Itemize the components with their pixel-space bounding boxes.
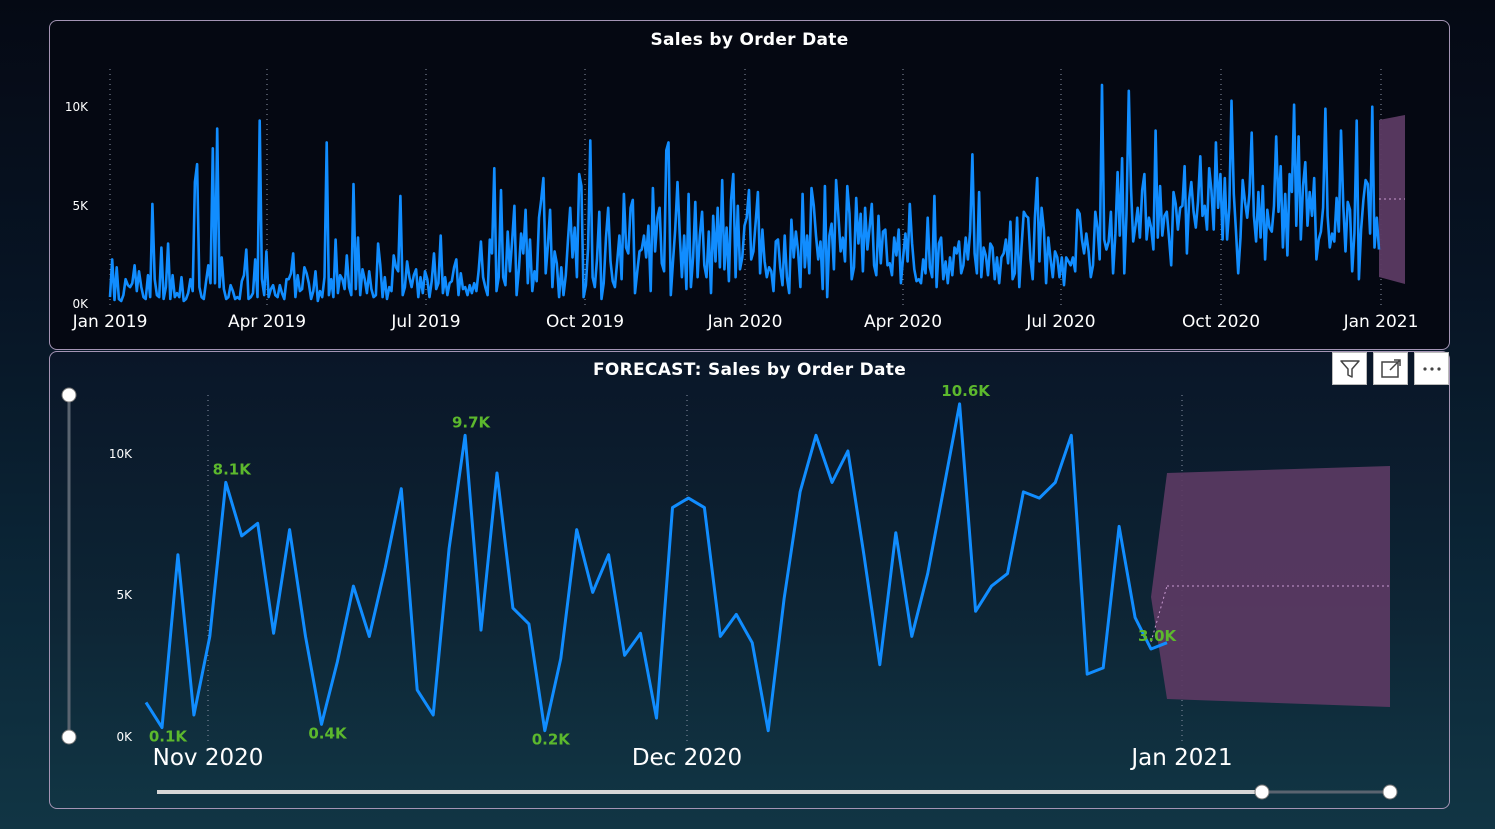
chart-title: FORECAST: Sales by Order Date — [592, 360, 907, 380]
y-zoom-handle-top[interactable] — [61, 387, 77, 403]
x-tick-label: Jan 2019 — [72, 312, 148, 332]
data-label: 0.2K — [532, 731, 572, 749]
data-label: 0.4K — [308, 724, 348, 742]
filter-button[interactable] — [1332, 352, 1367, 385]
sales-line-chart[interactable]: 10K 5K 0K Jan 2019 Apr 2019 Jul 2019 Oct 20… — [50, 21, 1449, 349]
x-tick-label: Jul 2019 — [390, 312, 460, 332]
y-tick-label: 0K — [72, 297, 89, 311]
x-tick-label: Jan 2021 — [1343, 312, 1419, 332]
x-zoom-handle-right[interactable] — [1382, 784, 1398, 800]
chart-title: Sales by Order Date — [650, 30, 849, 50]
forecast-chart-panel[interactable]: FORECAST: Sales by Order Date 10K 5K 0K … — [49, 351, 1450, 809]
y-tick-label: 10K — [109, 447, 133, 461]
forecast-band — [1151, 466, 1390, 707]
data-label: 8.1K — [213, 460, 253, 478]
x-zoom-handle-left[interactable] — [1254, 784, 1270, 800]
x-tick-label: Oct 2019 — [546, 312, 624, 332]
forecast-band — [1379, 115, 1405, 284]
expand-icon — [1380, 358, 1401, 378]
sales-series-line — [108, 83, 1381, 303]
x-tick-label: Jan 2021 — [1129, 745, 1232, 771]
filter-icon — [1339, 359, 1360, 378]
focus-mode-button[interactable] — [1373, 352, 1408, 385]
y-tick-label: 5K — [72, 199, 89, 213]
more-options-button[interactable] — [1414, 352, 1449, 385]
sales-series-line — [144, 402, 1168, 733]
x-tick-label: Apr 2019 — [228, 312, 306, 332]
forecast-line-chart[interactable]: 10K 5K 0K Nov 2020 Dec 2020 Jan 2021 0.1K 8.… — [50, 352, 1449, 808]
y-tick-label: 0K — [116, 730, 133, 744]
sales-chart-panel[interactable]: Sales by Order Date 10K 5K 0K Jan 2019 Ap… — [49, 20, 1450, 350]
y-zoom-handle-bottom[interactable] — [61, 729, 77, 745]
data-label: 0.1K — [149, 728, 189, 746]
y-tick-label: 5K — [116, 588, 133, 602]
x-tick-label: Dec 2020 — [632, 745, 742, 771]
data-label: 10.6K — [941, 382, 991, 400]
x-tick-label: Jul 2020 — [1025, 312, 1095, 332]
more-options-icon — [1422, 366, 1441, 371]
x-tick-label: Oct 2020 — [1182, 312, 1260, 332]
y-tick-label: 10K — [65, 100, 89, 114]
x-tick-label: Apr 2020 — [864, 312, 942, 332]
data-label: 3.0K — [1138, 627, 1178, 645]
x-tick-label: Nov 2020 — [153, 745, 264, 771]
data-label: 9.7K — [452, 413, 492, 431]
x-tick-label: Jan 2020 — [707, 312, 783, 332]
